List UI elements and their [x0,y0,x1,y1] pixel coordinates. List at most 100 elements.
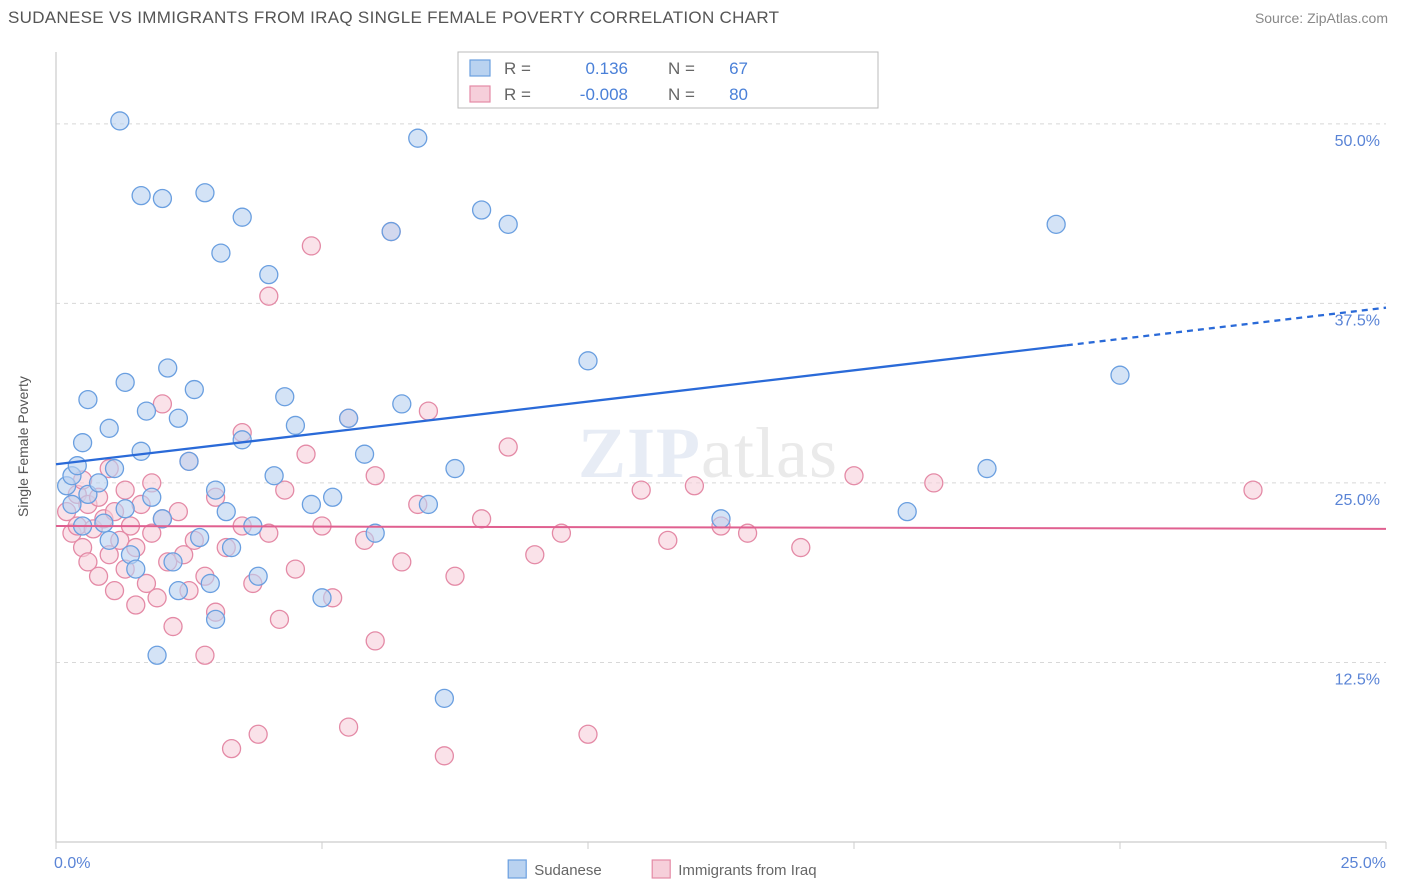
y-tick-label: 50.0% [1335,133,1380,150]
scatter-point [265,467,283,485]
scatter-point [148,646,166,664]
scatter-point [659,531,677,549]
scatter-point [68,457,86,475]
chart-container: 12.5%25.0%37.5%50.0%0.0%25.0%Single Fema… [8,32,1398,882]
scatter-point [1111,366,1129,384]
scatter-point [169,503,187,521]
y-tick-label: 12.5% [1335,671,1380,688]
header: SUDANESE VS IMMIGRANTS FROM IRAQ SINGLE … [0,0,1406,32]
scatter-point [435,747,453,765]
scatter-point [393,395,411,413]
scatter-point [127,596,145,614]
trendline [56,345,1067,464]
legend-swatch [470,60,490,76]
scatter-point [632,481,650,499]
scatter-point [249,567,267,585]
scatter-point [340,718,358,736]
scatter-point [685,477,703,495]
scatter-point [473,510,491,528]
legend-swatch [470,86,490,102]
scatter-point [302,495,320,513]
scatter-point [79,391,97,409]
scatter-point [845,467,863,485]
legend-swatch [652,860,670,878]
scatter-point [366,632,384,650]
scatter-point [286,416,304,434]
scatter-point [191,528,209,546]
legend-series-label: Sudanese [534,862,602,879]
scatter-point [74,434,92,452]
legend-swatch [508,860,526,878]
scatter-point [712,510,730,528]
scatter-point [313,589,331,607]
scatter-point [473,201,491,219]
scatter-point [207,481,225,499]
x-origin-label: 0.0% [54,855,90,872]
scatter-point [260,266,278,284]
scatter-point [270,610,288,628]
x-end-label: 25.0% [1341,855,1386,872]
scatter-point [111,112,129,130]
scatter-point [286,560,304,578]
legend-r-value: -0.008 [580,85,628,104]
scatter-point [127,560,145,578]
y-axis-label: Single Female Poverty [15,376,31,517]
scatter-point [153,510,171,528]
scatter-point [132,187,150,205]
scatter-point [90,474,108,492]
scatter-point [419,495,437,513]
scatter-point [143,488,161,506]
scatter-point [260,287,278,305]
scatter-point [223,740,241,758]
legend-n-value: 67 [729,59,748,78]
scatter-point [276,388,294,406]
scatter-point [164,553,182,571]
scatter-point [153,190,171,208]
scatter-point [106,460,124,478]
scatter-point [792,539,810,557]
scatter-point [196,184,214,202]
scatter-point [356,445,374,463]
scatter-point [366,467,384,485]
scatter-point [898,503,916,521]
scatter-point [100,419,118,437]
scatter-point [297,445,315,463]
scatter-point [978,460,996,478]
scatter-point [302,237,320,255]
scatter-point [382,223,400,241]
scatter-point [201,574,219,592]
scatter-point [393,553,411,571]
scatter-point [340,409,358,427]
legend-r-value: 0.136 [585,59,628,78]
legend-r-label: R = [504,59,531,78]
scatter-point [90,567,108,585]
scatter-point [137,402,155,420]
scatter-point [169,582,187,600]
scatter-point [499,438,517,456]
scatter-point [446,460,464,478]
legend-r-label: R = [504,85,531,104]
scatter-point [212,244,230,262]
scatter-point [233,208,251,226]
scatter-point [95,514,113,532]
scatter-point [180,452,198,470]
legend-series-label: Immigrants from Iraq [678,862,816,879]
scatter-point [233,431,251,449]
scatter-point [196,646,214,664]
source-attribution: Source: ZipAtlas.com [1255,10,1388,26]
scatter-point [116,373,134,391]
legend-n-label: N = [668,59,695,78]
scatter-point [1047,215,1065,233]
scatter-point [409,129,427,147]
scatter-chart: 12.5%25.0%37.5%50.0%0.0%25.0%Single Fema… [8,32,1398,882]
scatter-point [217,503,235,521]
scatter-point [100,531,118,549]
scatter-point [116,481,134,499]
scatter-point [169,409,187,427]
scatter-point [223,539,241,557]
scatter-point [106,582,124,600]
scatter-point [435,689,453,707]
scatter-point [63,495,81,513]
scatter-point [446,567,464,585]
scatter-point [164,618,182,636]
